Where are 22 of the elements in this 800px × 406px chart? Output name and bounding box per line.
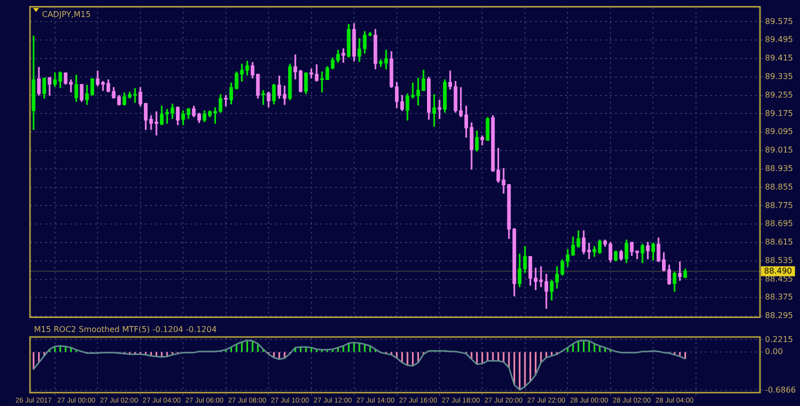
y-tick-label: 88.615	[765, 238, 793, 247]
y-tick-label: 89.015	[765, 146, 793, 155]
y-tick-label: 88.375	[765, 292, 793, 302]
y-tick-label: 88.535	[765, 256, 793, 265]
y-tick-label: 88.295	[765, 311, 793, 320]
chart-title: CADJPY,M15	[42, 10, 91, 19]
y-tick-label: 89.495	[765, 35, 793, 44]
y-tick-label: 0.00	[765, 347, 783, 356]
y-tick-label: 0.2215	[765, 334, 793, 344]
y-tick-label: -0.6866	[765, 385, 796, 394]
y-tick-label: 88.775	[765, 200, 793, 210]
y-tick-label: 89.415	[765, 54, 793, 63]
y-tick-label: 89.575	[765, 16, 793, 26]
ref-line-label: 88.490	[764, 266, 792, 276]
y-tick-label: 89.095	[765, 127, 793, 136]
chart-title: M15 ROC2 Smoothed MTF(5) -0.1204 -0.1204	[34, 325, 217, 334]
y-tick-label: 88.855	[765, 182, 793, 192]
y-tick-label: 88.695	[765, 219, 793, 228]
y-tick-label: 89.255	[765, 90, 793, 100]
y-tick-label: 88.935	[765, 164, 793, 173]
y-tick-label: 89.175	[765, 108, 793, 118]
y-tick-label: 89.335	[765, 72, 793, 82]
